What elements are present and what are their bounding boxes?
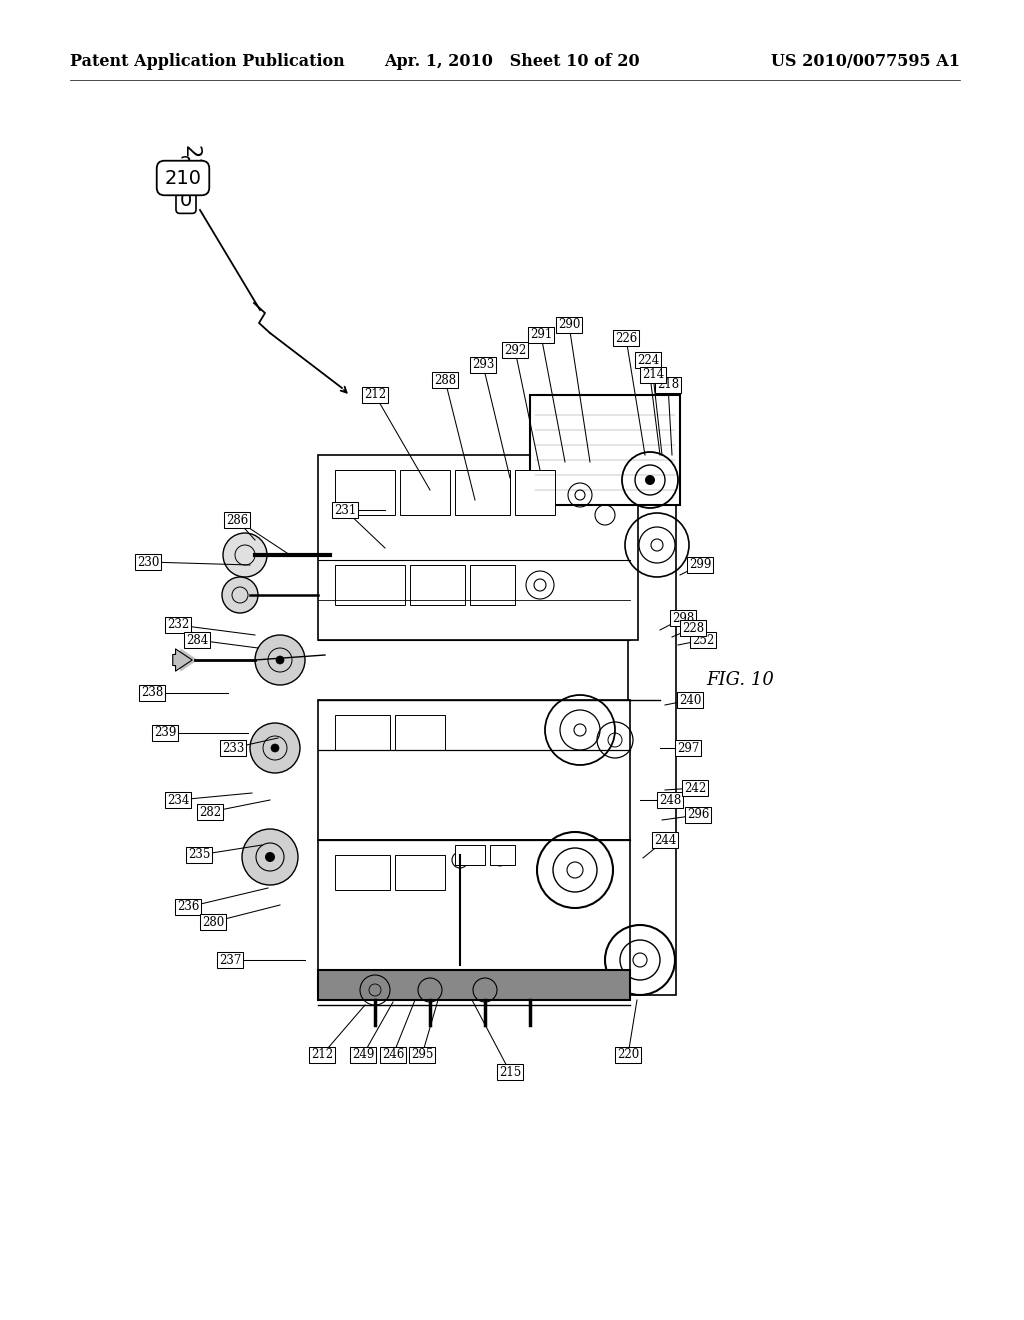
- Text: 214: 214: [642, 368, 665, 381]
- Circle shape: [242, 829, 298, 884]
- Bar: [335, 470, 395, 515]
- Bar: [455, 470, 510, 515]
- Text: 296: 296: [687, 808, 710, 821]
- Text: 230: 230: [137, 556, 159, 569]
- Circle shape: [276, 656, 284, 664]
- Bar: [318, 840, 630, 970]
- Bar: [490, 845, 515, 865]
- Bar: [410, 565, 465, 605]
- Bar: [335, 855, 390, 890]
- Bar: [515, 470, 555, 515]
- Text: 212: 212: [311, 1048, 333, 1061]
- Text: 2: 2: [180, 156, 193, 174]
- Text: 244: 244: [653, 833, 676, 846]
- Text: 228: 228: [682, 622, 705, 635]
- Text: 239: 239: [154, 726, 176, 739]
- Circle shape: [250, 723, 300, 774]
- Text: 237: 237: [219, 953, 242, 966]
- Text: 290: 290: [558, 318, 581, 331]
- FancyArrowPatch shape: [173, 649, 193, 671]
- Circle shape: [223, 533, 267, 577]
- Text: 298: 298: [672, 611, 694, 624]
- Text: 249: 249: [352, 1048, 374, 1061]
- Bar: [318, 700, 630, 840]
- Text: 252: 252: [692, 634, 714, 647]
- Text: 210: 210: [165, 169, 202, 187]
- Text: 242: 242: [684, 781, 707, 795]
- Text: 218: 218: [657, 379, 679, 392]
- Bar: [395, 715, 445, 750]
- Text: 280: 280: [202, 916, 224, 928]
- Text: 220: 220: [616, 1048, 639, 1061]
- Text: 226: 226: [614, 331, 637, 345]
- Circle shape: [255, 635, 305, 685]
- Text: 215: 215: [499, 1065, 521, 1078]
- Text: 293: 293: [472, 359, 495, 371]
- Text: 238: 238: [141, 686, 163, 700]
- Text: 240: 240: [679, 693, 701, 706]
- Text: 299: 299: [689, 558, 712, 572]
- Text: 235: 235: [187, 849, 210, 862]
- Bar: [530, 395, 680, 506]
- Text: 248: 248: [658, 793, 681, 807]
- Circle shape: [645, 475, 655, 484]
- Text: 210: 210: [180, 145, 200, 185]
- Bar: [395, 855, 445, 890]
- Bar: [318, 455, 638, 640]
- Text: 284: 284: [186, 634, 208, 647]
- Text: 291: 291: [529, 329, 552, 342]
- Bar: [318, 970, 630, 1001]
- Text: FIG. 10: FIG. 10: [707, 671, 774, 689]
- Text: 288: 288: [434, 374, 456, 387]
- Text: 282: 282: [199, 805, 221, 818]
- Circle shape: [265, 851, 275, 862]
- Text: 233: 233: [222, 742, 244, 755]
- FancyArrowPatch shape: [173, 649, 198, 671]
- Text: 234: 234: [167, 793, 189, 807]
- Text: 292: 292: [504, 343, 526, 356]
- Text: 212: 212: [364, 388, 386, 401]
- Bar: [470, 565, 515, 605]
- Circle shape: [222, 577, 258, 612]
- Text: 246: 246: [382, 1048, 404, 1061]
- Text: 297: 297: [677, 742, 699, 755]
- Text: 231: 231: [334, 503, 356, 516]
- Text: Apr. 1, 2010   Sheet 10 of 20: Apr. 1, 2010 Sheet 10 of 20: [384, 54, 640, 70]
- Text: 295: 295: [411, 1048, 433, 1061]
- Bar: [455, 845, 485, 865]
- Bar: [335, 565, 406, 605]
- Bar: [400, 470, 450, 515]
- Text: US 2010/0077595 A1: US 2010/0077595 A1: [771, 54, 961, 70]
- Text: 1: 1: [180, 173, 193, 193]
- Text: 232: 232: [167, 619, 189, 631]
- Bar: [335, 715, 390, 750]
- Text: 0: 0: [180, 190, 193, 210]
- Text: 286: 286: [226, 513, 248, 527]
- Circle shape: [271, 744, 279, 752]
- Text: 224: 224: [637, 354, 659, 367]
- Bar: [628, 455, 676, 995]
- Text: 236: 236: [177, 900, 200, 913]
- Text: Patent Application Publication: Patent Application Publication: [70, 54, 345, 70]
